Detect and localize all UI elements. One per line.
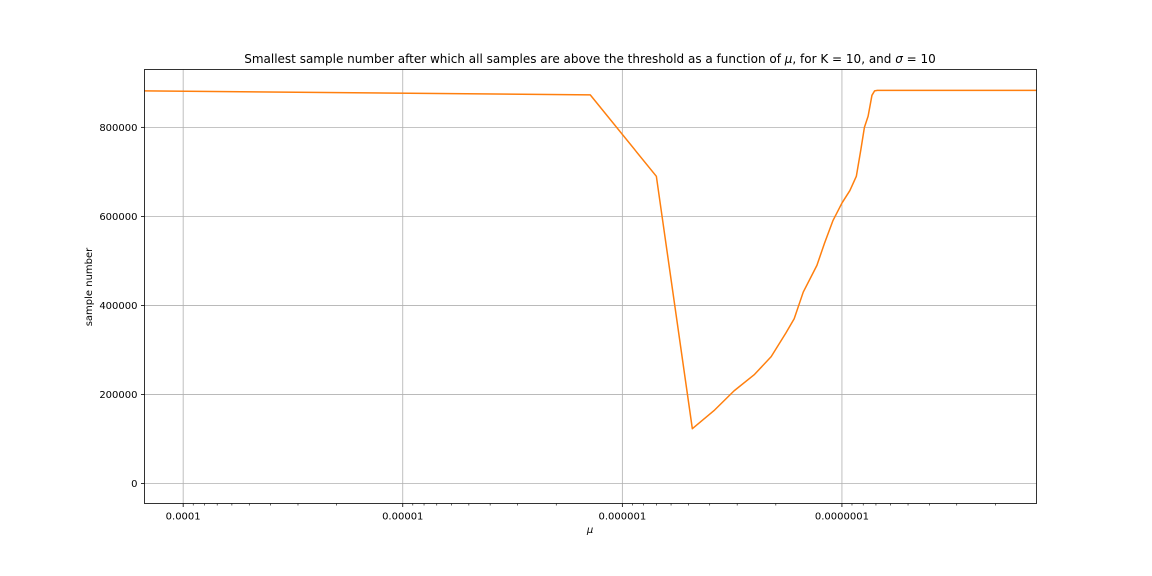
series-layer — [144, 89, 1037, 430]
plot-frame — [144, 69, 1037, 504]
x-tick-label: 0.00001 — [382, 512, 423, 523]
x-tick-label: 0.0000001 — [815, 512, 869, 523]
x-tick-label: 0.000001 — [598, 512, 646, 523]
x-tick-label: 0.0001 — [166, 512, 201, 523]
y-tick-label: 200000 — [99, 390, 137, 401]
series-line — [144, 89, 1037, 430]
title-part: σ — [895, 52, 903, 66]
y-tick-label: 600000 — [99, 212, 137, 223]
y-tick-label: 800000 — [99, 123, 137, 134]
title-part: Smallest sample number after which all s… — [244, 52, 785, 66]
title-part: , for K = 10, and — [792, 52, 895, 66]
chart-title: Smallest sample number after which all s… — [244, 52, 936, 66]
y-tick-label: 0 — [131, 479, 137, 490]
grid — [144, 69, 1037, 504]
x-axis-label: μ — [586, 525, 593, 536]
title-part: = 10 — [903, 52, 936, 66]
title-part: μ — [784, 52, 793, 66]
y-tick-label: 400000 — [99, 301, 137, 312]
axis-ticks: 0.0001 0.00001 0.000001 0.0000001 0 200000 400… — [99, 123, 869, 523]
y-axis-label: sample number — [84, 247, 95, 326]
